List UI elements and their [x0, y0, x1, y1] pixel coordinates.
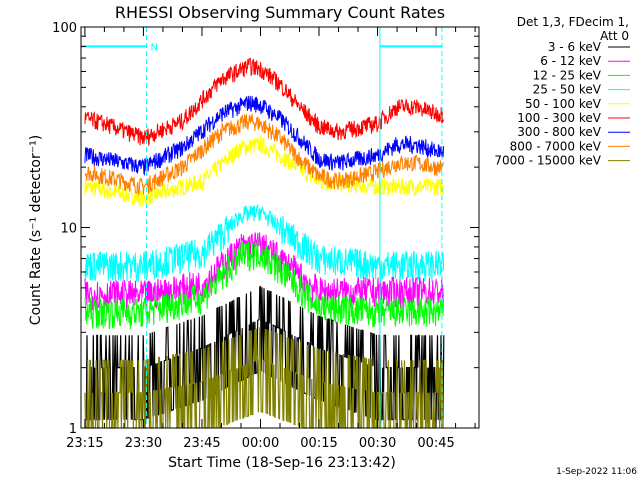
legend-label-4: 25 - 50 keV — [533, 83, 602, 97]
legend-label-1: 3 - 6 keV — [548, 40, 602, 54]
series-line-6to12kev — [84, 232, 445, 312]
legend-label-3: 12 - 25 keV — [533, 68, 602, 82]
x-tick-label-23:45: 23:45 — [183, 436, 220, 451]
x-tick-label-23:15: 23:15 — [66, 436, 103, 451]
x-axis-label: Start Time (18-Sep-16 23:13:42) — [168, 455, 396, 471]
x-tick-label-23:30: 23:30 — [125, 436, 162, 451]
x-tick-label-00:30: 00:30 — [359, 436, 396, 451]
date-stamp: 1-Sep-2022 11:06 — [556, 467, 637, 477]
chart-title: RHESSI Observing Summary Count Rates — [115, 3, 445, 22]
y-axis-label: Count Rate (s⁻¹ detector⁻¹) — [28, 135, 44, 325]
axis-layer: 1 10 100 23:15 23:30 23:45 00:00 00:15 00:30 00:4… — [52, 21, 479, 451]
series-line-12to25kev — [84, 238, 445, 330]
legend-label-2: 6 - 12 keV — [540, 54, 602, 68]
series-line-300to800kev — [84, 95, 445, 176]
n-marker-label: N — [151, 42, 158, 53]
series-line-50to100kev — [84, 136, 445, 207]
legend-label-9: 7000 - 15000 keV — [494, 154, 601, 168]
y-tick-label-1: 1 — [69, 422, 77, 437]
x-tick-label-00:15: 00:15 — [300, 436, 337, 451]
legend-label-8: 800 - 7000 keV — [510, 139, 602, 153]
legend-label-6: 100 - 300 keV — [517, 111, 601, 125]
y-tick-label-10: 10 — [60, 222, 77, 237]
series-line-100to300kev — [84, 57, 445, 147]
series-line-800to7000kev — [84, 113, 445, 196]
legend-label-7: 300 - 800 keV — [517, 125, 601, 139]
series-line-25to50kev — [84, 204, 445, 283]
x-tick-label-00:45: 00:45 — [417, 436, 454, 451]
annotation-layer: N — [81, 27, 443, 428]
y-tick-label-100: 100 — [52, 21, 77, 36]
legend-header-line-1: Det 1,3, FDecim 1, — [517, 15, 629, 29]
x-tick-label-00:00: 00:00 — [242, 436, 279, 451]
legend-label-5: 50 - 100 keV — [525, 97, 602, 111]
legend-header-line-2: Att 0 — [600, 29, 629, 43]
